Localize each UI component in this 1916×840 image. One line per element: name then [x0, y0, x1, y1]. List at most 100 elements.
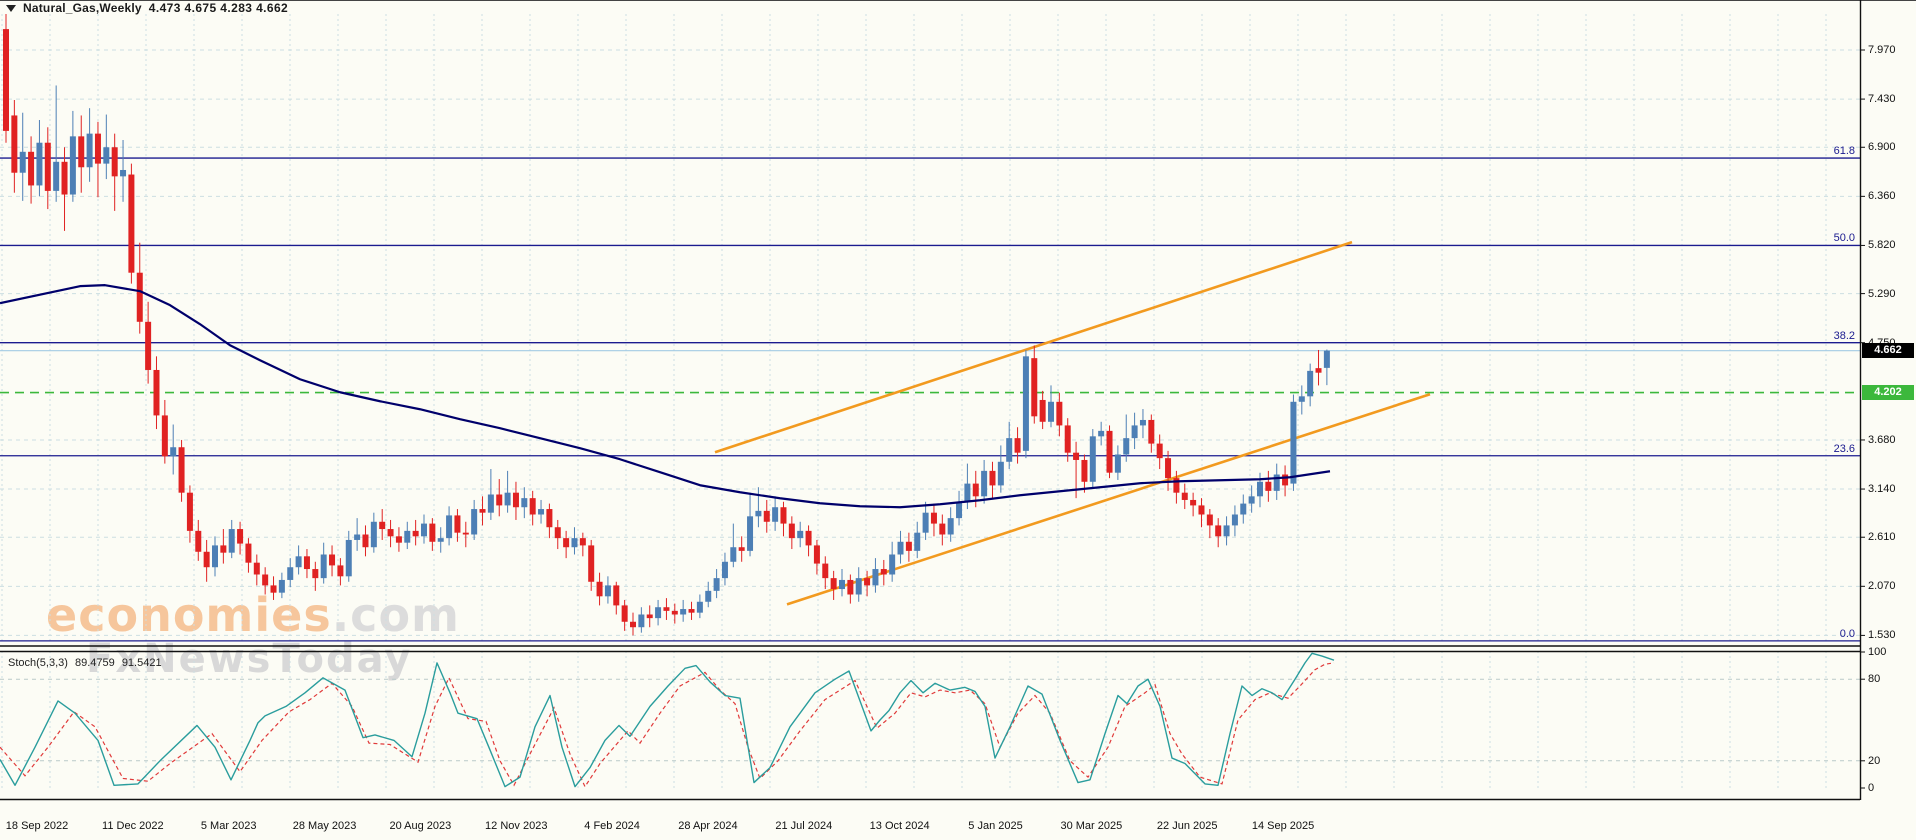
candle-body [1064, 425, 1071, 453]
candle-body [487, 494, 494, 513]
candle-body [429, 523, 436, 542]
candle-body [989, 470, 996, 486]
stochastic-d-value: 91.5421 [121, 657, 162, 669]
candle-body [1048, 401, 1054, 422]
candle-body [1257, 481, 1263, 497]
candle-body [1165, 458, 1172, 479]
candle-body [1039, 399, 1046, 422]
candle-body [1315, 368, 1322, 373]
candle-body [981, 470, 988, 497]
candle-body [128, 174, 135, 273]
candle-body [421, 523, 427, 537]
candle-body [253, 562, 260, 575]
candle-body [780, 507, 787, 524]
candle-body [705, 590, 712, 602]
candle-body [161, 415, 168, 457]
candle-body [1114, 454, 1121, 473]
candle-body [228, 529, 235, 553]
candle-body [462, 532, 469, 535]
candle-body [362, 534, 369, 548]
candle-body [496, 494, 503, 506]
candle-body [747, 516, 754, 551]
candle-body [295, 556, 302, 568]
candle-body [830, 578, 837, 590]
candle-body [964, 483, 971, 502]
candle-body [446, 515, 453, 539]
candle-body [663, 607, 670, 611]
date-axis-label: 28 Apr 2024 [678, 820, 738, 832]
price-axis-label: 7.970 [1868, 44, 1896, 56]
candle-body [28, 151, 35, 186]
stochastic-scale-label: 100 [1868, 646, 1887, 658]
collapse-triangle-icon[interactable] [6, 4, 16, 12]
candle-body [145, 321, 152, 370]
fib-level-label: 38.2 [1833, 329, 1855, 342]
candle-body [69, 136, 76, 195]
fib-level-label: 23.6 [1833, 442, 1855, 455]
candle-body [153, 369, 160, 416]
candle-body [788, 523, 795, 539]
price-axis-label: 2.610 [1868, 531, 1896, 544]
fib-level-label: 61.8 [1833, 145, 1855, 158]
price-axis-label: 6.360 [1868, 190, 1896, 203]
candle-body [370, 521, 377, 548]
candle-body [103, 147, 110, 164]
candle-body [11, 115, 18, 173]
candle-body [287, 567, 294, 580]
date-axis-label: 14 Sep 2025 [1251, 820, 1315, 832]
candle-body [278, 579, 285, 593]
stochastic-k-value: 89.4759 [74, 657, 115, 669]
candle-body [86, 133, 93, 168]
date-axis-label: 21 Jul 2024 [775, 820, 833, 832]
candle-body [44, 142, 51, 191]
candle-body [872, 569, 879, 586]
candle-body [713, 578, 720, 591]
date-axis-label: 30 Mar 2025 [1060, 820, 1123, 832]
candle-body [1131, 425, 1138, 439]
candle-body [36, 142, 43, 186]
candle-body [613, 585, 620, 606]
candle-body [1323, 350, 1330, 368]
stochastic-name-label: Stoch(5,3,3) [8, 657, 68, 669]
candle-body [972, 483, 979, 497]
candle-body [437, 538, 444, 542]
candle-body [454, 515, 461, 533]
candle-body [1273, 474, 1280, 491]
candle-body [53, 161, 60, 191]
candle-body [1181, 492, 1188, 500]
candle-body [529, 498, 536, 515]
candle-body [479, 509, 486, 513]
candle-body [1298, 396, 1305, 402]
candle-body [997, 461, 1004, 486]
candle-body [571, 538, 578, 548]
candle-body [1240, 503, 1247, 515]
upper-channel-trendline [714, 240, 1353, 454]
candle-body [237, 529, 244, 544]
date-axis-label: 20 Aug 2023 [389, 820, 452, 832]
candle-body [19, 151, 26, 173]
candle-body [579, 538, 586, 546]
candle-body [337, 565, 344, 577]
candle-body [1248, 496, 1255, 504]
date-axis-label: 22 Jun 2025 [1156, 820, 1218, 832]
candle-body [1031, 358, 1038, 417]
candle-body [3, 29, 9, 131]
candle-body [604, 585, 611, 597]
candle-body [822, 563, 829, 579]
stochastic-scale-label: 0 [1868, 782, 1875, 794]
candle-body [630, 621, 636, 628]
candle-body [538, 509, 545, 515]
candle-body [178, 447, 185, 493]
candle-body [186, 492, 193, 531]
candle-body [596, 581, 603, 597]
candle-body [111, 147, 118, 177]
stochastic-scale-label: 20 [1868, 754, 1881, 767]
price-axis-label: 3.680 [1868, 433, 1896, 446]
date-axis-label: 11 Dec 2022 [102, 820, 164, 832]
candle-body [136, 272, 143, 322]
date-axis-label: 13 Oct 2024 [869, 820, 930, 832]
watermark-tld: .com [331, 588, 460, 642]
watermark-economies: economies.com [46, 588, 460, 642]
candle-body [512, 492, 519, 508]
